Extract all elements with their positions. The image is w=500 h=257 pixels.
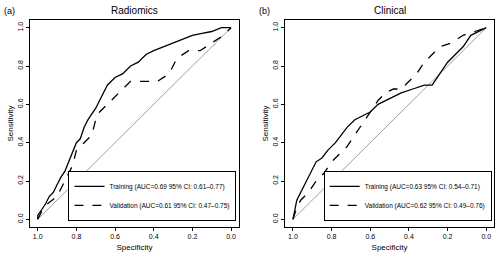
svg-text:0.0: 0.0 [226, 233, 236, 240]
svg-text:0.8: 0.8 [327, 233, 337, 240]
svg-text:1.0: 1.0 [33, 233, 43, 240]
svg-text:1.0: 1.0 [272, 22, 279, 32]
svg-text:0.0: 0.0 [17, 213, 24, 223]
svg-text:Training (AUC=0.69 95% CI: 0.6: Training (AUC=0.69 95% CI: 0.61–0.77) [109, 183, 224, 191]
svg-text:0.8: 0.8 [17, 60, 24, 70]
svg-text:0.6: 0.6 [365, 233, 375, 240]
svg-text:Sensitivity: Sensitivity [6, 105, 15, 141]
svg-text:(b): (b) [259, 6, 270, 16]
svg-text:0.4: 0.4 [404, 233, 414, 240]
svg-text:0.8: 0.8 [72, 233, 82, 240]
svg-text:0.6: 0.6 [272, 98, 279, 108]
svg-text:0.2: 0.2 [17, 175, 24, 185]
svg-text:0.8: 0.8 [272, 60, 279, 70]
svg-text:Validation (AUC=0.61 95% CI: 0: Validation (AUC=0.61 95% CI: 0.47–0.75) [109, 202, 229, 210]
svg-text:0.6: 0.6 [17, 98, 24, 108]
svg-text:0.4: 0.4 [149, 233, 159, 240]
svg-text:0.0: 0.0 [272, 213, 279, 223]
svg-text:0.2: 0.2 [272, 175, 279, 185]
svg-text:1.0: 1.0 [17, 22, 24, 32]
svg-text:0.2: 0.2 [443, 233, 453, 240]
svg-text:Sensitivity: Sensitivity [261, 105, 270, 141]
svg-text:Validation (AUC=0.62 95% CI: 0: Validation (AUC=0.62 95% CI: 0.49–0.76) [365, 202, 485, 210]
svg-text:0.6: 0.6 [110, 233, 120, 240]
svg-text:0.0: 0.0 [481, 233, 491, 240]
svg-text:Clinical: Clinical [374, 5, 406, 16]
svg-text:Specificity: Specificity [116, 243, 152, 252]
svg-text:0.2: 0.2 [188, 233, 198, 240]
svg-text:Training (AUC=0.63 95% CI: 0.5: Training (AUC=0.63 95% CI: 0.54–0.71) [365, 183, 480, 191]
svg-text:Specificity: Specificity [372, 243, 408, 252]
svg-text:0.4: 0.4 [272, 137, 279, 147]
svg-text:1.0: 1.0 [288, 233, 298, 240]
svg-text:0.4: 0.4 [17, 137, 24, 147]
svg-text:(a): (a) [4, 6, 15, 16]
svg-text:Radiomics: Radiomics [111, 5, 158, 16]
